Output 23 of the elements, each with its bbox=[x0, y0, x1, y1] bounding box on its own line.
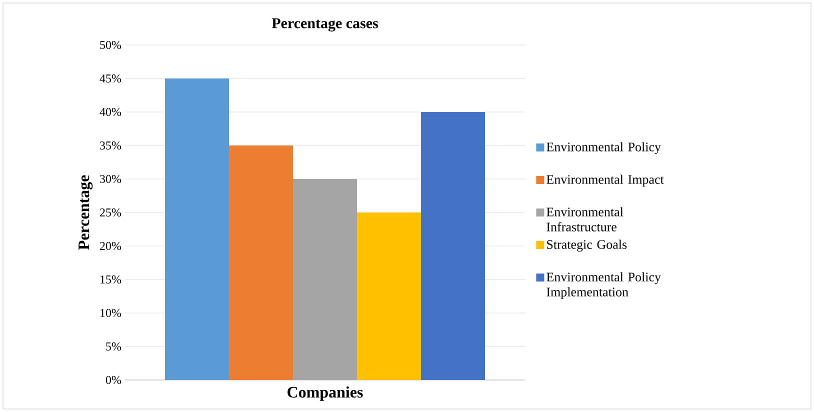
y-tick-label: 25% bbox=[100, 208, 122, 217]
y-tick-label: 15% bbox=[100, 275, 122, 284]
legend-label: Environmental Policy bbox=[546, 142, 661, 154]
y-axis-title: Percentage bbox=[78, 175, 93, 250]
y-tick-label: 0% bbox=[106, 376, 122, 384]
bar bbox=[421, 112, 486, 380]
y-tick-label: 30% bbox=[100, 174, 122, 184]
y-tick-label: 35% bbox=[100, 141, 122, 150]
bar bbox=[165, 78, 230, 380]
bar bbox=[357, 212, 422, 380]
chart-title: Percentage cases bbox=[272, 18, 378, 32]
y-tick-label: 10% bbox=[100, 308, 122, 318]
y-tick-label: 50% bbox=[100, 40, 122, 50]
y-tick-label: 5% bbox=[106, 342, 122, 351]
x-axis-title: Companies bbox=[288, 386, 363, 401]
legend-label: Environmental Infrastructure bbox=[546, 207, 624, 232]
legend-label: Environmental Impact bbox=[546, 174, 664, 186]
y-tick-label: 20% bbox=[100, 242, 122, 250]
legend-label: Strategic Goals bbox=[547, 240, 627, 252]
y-tick-label: 40% bbox=[100, 108, 122, 116]
bar bbox=[229, 145, 294, 380]
legend-label: Environmental Policy Implementation bbox=[546, 272, 661, 300]
y-tick-label: 45% bbox=[100, 74, 122, 83]
